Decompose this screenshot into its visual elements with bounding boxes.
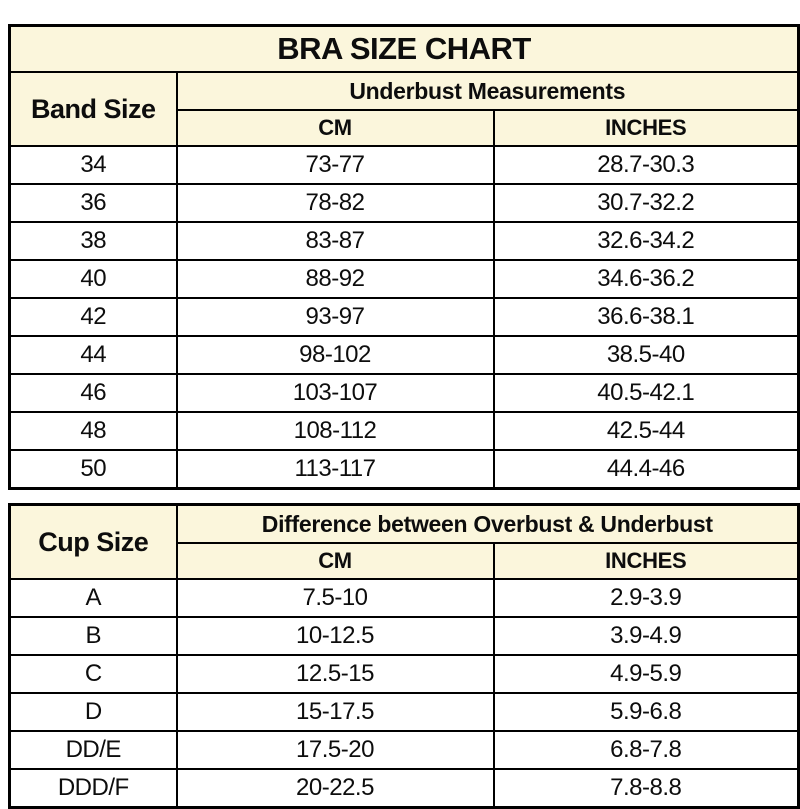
inches-cell: 3.9-4.9 bbox=[492, 616, 800, 656]
table-row: C 12.5-15 4.9-5.9 bbox=[8, 654, 800, 694]
band-size-cell: 40 bbox=[8, 259, 178, 299]
inches-cell: 4.9-5.9 bbox=[492, 654, 800, 694]
cm-cell: 108-112 bbox=[175, 411, 495, 451]
cup-size-cell: DD/E bbox=[8, 730, 178, 770]
cup-size-cell: DDD/F bbox=[8, 768, 178, 809]
table-row: 48 108-112 42.5-44 bbox=[8, 411, 800, 451]
table-row: DDD/F 20-22.5 7.8-8.8 bbox=[8, 768, 800, 809]
cm-cell: 83-87 bbox=[175, 221, 495, 261]
inches-cell: 40.5-42.1 bbox=[492, 373, 800, 413]
difference-group-header: Difference between Overbust & Underbust bbox=[175, 503, 800, 544]
inches-column-header: INCHES bbox=[492, 542, 800, 580]
inches-cell: 28.7-30.3 bbox=[492, 145, 800, 185]
inches-cell: 34.6-36.2 bbox=[492, 259, 800, 299]
band-size-cell: 46 bbox=[8, 373, 178, 413]
inches-cell: 32.6-34.2 bbox=[492, 221, 800, 261]
inches-cell: 2.9-3.9 bbox=[492, 578, 800, 618]
cup-size-cell: D bbox=[8, 692, 178, 732]
band-size-cell: 50 bbox=[8, 449, 178, 490]
cm-cell: 113-117 bbox=[175, 449, 495, 490]
band-size-cell: 38 bbox=[8, 221, 178, 261]
cm-cell: 93-97 bbox=[175, 297, 495, 337]
page-title: BRA SIZE CHART bbox=[8, 24, 800, 73]
band-size-cell: 48 bbox=[8, 411, 178, 451]
cm-cell: 20-22.5 bbox=[175, 768, 495, 809]
table-row: DD/E 17.5-20 6.8-7.8 bbox=[8, 730, 800, 770]
inches-cell: 5.9-6.8 bbox=[492, 692, 800, 732]
table-row: 34 73-77 28.7-30.3 bbox=[8, 145, 800, 185]
sub-header-row: CM INCHES bbox=[10, 542, 800, 580]
table-row: 36 78-82 30.7-32.2 bbox=[8, 183, 800, 223]
cm-cell: 98-102 bbox=[175, 335, 495, 375]
inches-cell: 42.5-44 bbox=[492, 411, 800, 451]
table-row: 44 98-102 38.5-40 bbox=[8, 335, 800, 375]
chart-title-row: BRA SIZE CHART bbox=[8, 24, 800, 73]
band-size-cell: 36 bbox=[8, 183, 178, 223]
table-divider-gap bbox=[8, 490, 800, 503]
table-row: B 10-12.5 3.9-4.9 bbox=[8, 616, 800, 656]
band-size-cell: 42 bbox=[8, 297, 178, 337]
sub-header-row: CM INCHES bbox=[10, 109, 800, 147]
inches-cell: 30.7-32.2 bbox=[492, 183, 800, 223]
table-row: 38 83-87 32.6-34.2 bbox=[8, 221, 800, 261]
group-header-row: Band Size Underbust Measurements bbox=[8, 71, 800, 147]
underbust-group-header: Underbust Measurements bbox=[175, 71, 800, 111]
cup-size-cell: C bbox=[8, 654, 178, 694]
cm-cell: 103-107 bbox=[175, 373, 495, 413]
inches-cell: 38.5-40 bbox=[492, 335, 800, 375]
cm-cell: 78-82 bbox=[175, 183, 495, 223]
band-size-header: Band Size bbox=[8, 71, 178, 147]
band-size-table: BRA SIZE CHART Band Size Underbust Measu… bbox=[8, 24, 800, 490]
cm-cell: 7.5-10 bbox=[175, 578, 495, 618]
table-row: 50 113-117 44.4-46 bbox=[8, 449, 800, 490]
table-row: 40 88-92 34.6-36.2 bbox=[8, 259, 800, 299]
cm-cell: 88-92 bbox=[175, 259, 495, 299]
inches-cell: 36.6-38.1 bbox=[492, 297, 800, 337]
inches-cell: 44.4-46 bbox=[492, 449, 800, 490]
cup-size-header: Cup Size bbox=[8, 503, 178, 580]
cm-column-header: CM bbox=[175, 542, 495, 580]
cm-cell: 10-12.5 bbox=[175, 616, 495, 656]
table-row: 42 93-97 36.6-38.1 bbox=[8, 297, 800, 337]
inches-column-header: INCHES bbox=[492, 109, 800, 147]
cup-size-cell: A bbox=[8, 578, 178, 618]
table-row: D 15-17.5 5.9-6.8 bbox=[8, 692, 800, 732]
table-row: 46 103-107 40.5-42.1 bbox=[8, 373, 800, 413]
cm-cell: 73-77 bbox=[175, 145, 495, 185]
band-size-cell: 34 bbox=[8, 145, 178, 185]
cm-cell: 17.5-20 bbox=[175, 730, 495, 770]
inches-cell: 7.8-8.8 bbox=[492, 768, 800, 809]
group-header-row: Cup Size Difference between Overbust & U… bbox=[8, 503, 800, 580]
inches-cell: 6.8-7.8 bbox=[492, 730, 800, 770]
cm-cell: 12.5-15 bbox=[175, 654, 495, 694]
band-size-cell: 44 bbox=[8, 335, 178, 375]
cup-size-table: Cup Size Difference between Overbust & U… bbox=[8, 503, 800, 809]
cup-size-cell: B bbox=[8, 616, 178, 656]
table-row: A 7.5-10 2.9-3.9 bbox=[8, 578, 800, 618]
cm-column-header: CM bbox=[175, 109, 495, 147]
cm-cell: 15-17.5 bbox=[175, 692, 495, 732]
